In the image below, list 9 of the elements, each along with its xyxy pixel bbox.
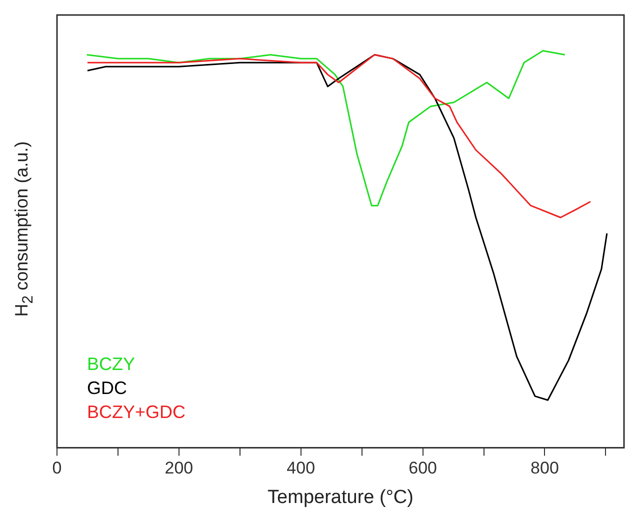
x-axis-title: Temperature (°C) xyxy=(268,486,414,508)
x-tick-label: 400 xyxy=(286,458,316,478)
x-tick-label: 200 xyxy=(164,458,194,478)
x-tick-label: 800 xyxy=(530,458,559,478)
text: BCZY+GDC xyxy=(87,402,186,422)
x-tick-label: 600 xyxy=(408,458,437,478)
text: GDC xyxy=(87,378,127,398)
text: BCZY xyxy=(87,354,136,374)
x-tick-label: 0 xyxy=(52,458,62,478)
